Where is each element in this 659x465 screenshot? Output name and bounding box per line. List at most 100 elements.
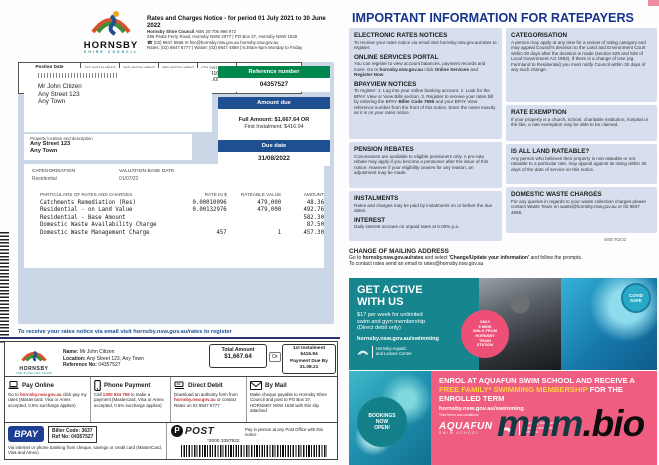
valuation-value: 01/07/22 [119, 176, 139, 182]
instalment-label: 4TH INSTALMENT [201, 66, 233, 70]
slip-logo-name: HORNSBY [19, 366, 49, 372]
bpayview-text: To register: 1. Log into your online ban… [354, 88, 496, 115]
change-of-address-heading: CHANGE OF MAILING ADDRESS [349, 248, 449, 255]
info-box-categorisation: CATEGORISATION A person may apply at any… [506, 28, 657, 102]
row-rate: 457 [216, 229, 227, 236]
col-rateable-value: RATEABLE VALUE [240, 192, 282, 197]
bpay-biller-box: Biller Code: 3637 Ref No: 04357527 [48, 426, 98, 443]
desc-text: to make a payment (Mastercard, Visa or A… [94, 392, 164, 408]
phone-payment-method: Phone Payment Call 1300 934 766 to make … [91, 377, 171, 422]
get-active-offer: $17 per week for unlimited swim and gym … [357, 312, 426, 332]
slip-first-instalment-box: 1st Instalment $416.94 Payment Due By 31… [282, 344, 336, 374]
online-portal-heading: ONLINE SERVICES PORTAL [354, 53, 439, 61]
col-rate: RATE IN $ [204, 192, 227, 197]
auspost-payment-cell: P POST Pay in person at any Post Office … [167, 423, 337, 459]
instalment-amount: $416.90 [207, 71, 227, 77]
table-row: Residential - Base Amount 582.30 [24, 215, 324, 222]
train-station-badge: ONLY 5 MINS WALK FROM HORNSBY TRAIN STAT… [461, 310, 509, 358]
addressee-box: Mr John Citizen Any Street 123 Any Town [24, 68, 212, 132]
instalment-date: 31/05/22 [207, 77, 227, 83]
instalments-heading: INSTALMENTS [354, 195, 399, 202]
reference-number-header: Reference number [218, 66, 330, 78]
row-value: 479,000 [257, 207, 282, 214]
pay-online-method: Pay Online Go to hornsby.nsw.gov.au clic… [5, 377, 91, 422]
rate-exemption-text: If your property is a church, school, ch… [511, 116, 649, 128]
laptop-icon [8, 381, 19, 389]
posting-date-label: Posting Date [35, 64, 64, 69]
aquafun-promo: ENROL AT AQUAFUN SWIM SCHOOL AND RECEIVE… [349, 371, 657, 465]
page-corner-mark [648, 0, 659, 6]
slip-logo-icon [21, 350, 47, 362]
get-active-title: GET ACTIVE WITH US [357, 284, 423, 308]
valuation-label: VALUATION BASE DATE [119, 169, 175, 174]
centres-logo-icon [498, 426, 513, 433]
row-label: Residential - on Land Value [40, 207, 133, 214]
aquafun-logo: AQUAFUN SWIM SCHOOL [439, 420, 493, 435]
email-register-line: To receive your rates notice via email v… [18, 329, 232, 335]
card-hand-icon [174, 381, 184, 389]
aquafun-url: hornsby.nsw.gov.au/swimming [439, 406, 524, 413]
location-value: Any Street 123, Any Town [86, 355, 144, 362]
venue-row: Hornsby Aquatic and Leisure Centre [357, 345, 471, 358]
venue-name: Hornsby Aquatic and Leisure Centre [376, 345, 412, 356]
auspost-description: Pay in person at any Post Office with th… [245, 427, 324, 438]
col-particulars: PARTICULARS OF RATES AND CHARGES [40, 192, 133, 197]
envelope-icon [250, 381, 262, 390]
name-value: Mr John Citizen [79, 349, 115, 355]
council-contact: ☎ (02) 9847 6666 ✉ hsc@hornsby.nsw.gov.a… [147, 39, 279, 45]
address-barcode [38, 73, 118, 78]
desc-text: Call [94, 392, 103, 397]
info-box-rateable: IS ALL LAND RATEABLE? Any person who bel… [506, 144, 657, 184]
row-amount: 582.30 [303, 214, 324, 221]
bookings-open-badge: BOOKINGS NOW OPEN! [357, 397, 407, 447]
desc-text: Go to [8, 392, 20, 397]
due-date-header: Due date [218, 140, 330, 152]
logo-subtitle: SHIRE COUNCIL [84, 50, 138, 54]
waste-charges-heading: DOMESTIC WASTE CHARGES [511, 191, 602, 198]
change-of-address-section: CHANGE OF MAILING ADDRESS Go to hornsby.… [349, 248, 657, 267]
desc-text: Download an authority form from [174, 392, 238, 397]
info-box-pension: PENSION REBATES Concessions are availabl… [349, 142, 502, 188]
form-code: 4800 R2/22 [604, 237, 627, 242]
reference-number-value: 04357527 [218, 78, 330, 92]
electronic-rates-heading: ELECTRONIC RATES NOTICES [354, 32, 448, 39]
edge-barcode [0, 232, 9, 344]
rates-table-box: CATEGORISATION Residential VALUATION BAS… [24, 164, 324, 268]
info-box-instalments: INSTALMENTS Rates and charges may be pai… [349, 191, 502, 241]
first-instalment-label: 1st Instalment [292, 346, 326, 351]
info-box-waste: DOMESTIC WASTE CHARGES For any queries i… [506, 187, 657, 233]
auspost-logo: P POST [171, 425, 333, 437]
auspost-wordmark: POST [185, 425, 215, 437]
payment-slip: HORNSBY THE BUSHLAND SHIRE Name: Mr John… [4, 341, 338, 460]
reference-label: Reference No: [63, 362, 97, 369]
name-label: Name: [63, 349, 79, 355]
location-label: Location: [63, 355, 86, 362]
covid-safe-badge: COVID SAFE [621, 283, 651, 313]
council-abn: ABN 20 706 996 972 [195, 29, 237, 34]
rate-exemption-heading: RATE EXEMPTION [511, 109, 567, 116]
desc-text: or contact Rates on 02 9847 6777 [174, 397, 237, 408]
bpay-payment-cell: BPAY Biller Code: 3637 Ref No: 04357527 … [5, 423, 167, 459]
row-rate [178, 215, 227, 222]
table-header-row: PARTICULARS OF RATES AND CHARGES RATE IN… [24, 192, 324, 197]
payment-due-date: 31.08.21 [299, 365, 319, 371]
property-box: Property location and description Any St… [24, 134, 192, 160]
mobile-phone-icon [94, 380, 101, 391]
desc-highlight: 1300 934 766 [102, 392, 130, 397]
auspost-code: *2000 3357922 [207, 439, 240, 444]
slip-council-logo: HORNSBY THE BUSHLAND SHIRE [11, 345, 57, 375]
centres-name: Hornsby and Galston Aquatic and Leisure … [518, 421, 560, 435]
bpay-logo: BPAY [8, 426, 44, 442]
property-label: Property location and description [30, 136, 93, 141]
amount-due-box: Full Amount: $1,667.64 OR First Instalme… [218, 109, 330, 142]
slip-divider [0, 337, 340, 339]
council-name: Hornsby Shire Council [147, 29, 195, 34]
info-box-exemption: RATE EXEMPTION If your property is a chu… [506, 105, 657, 141]
watermark: mnm.bio [497, 403, 645, 444]
bpay-ref-number: Ref No: 04357527 [52, 434, 94, 441]
row-label: Residential - Base Amount [40, 214, 126, 221]
land-rateable-heading: IS ALL LAND RATEABLE? [511, 148, 590, 155]
categorisation-value: Residential [32, 176, 57, 182]
row-label: Domestic Waste Availability Charge [40, 222, 157, 229]
auspost-barcode [181, 445, 327, 457]
